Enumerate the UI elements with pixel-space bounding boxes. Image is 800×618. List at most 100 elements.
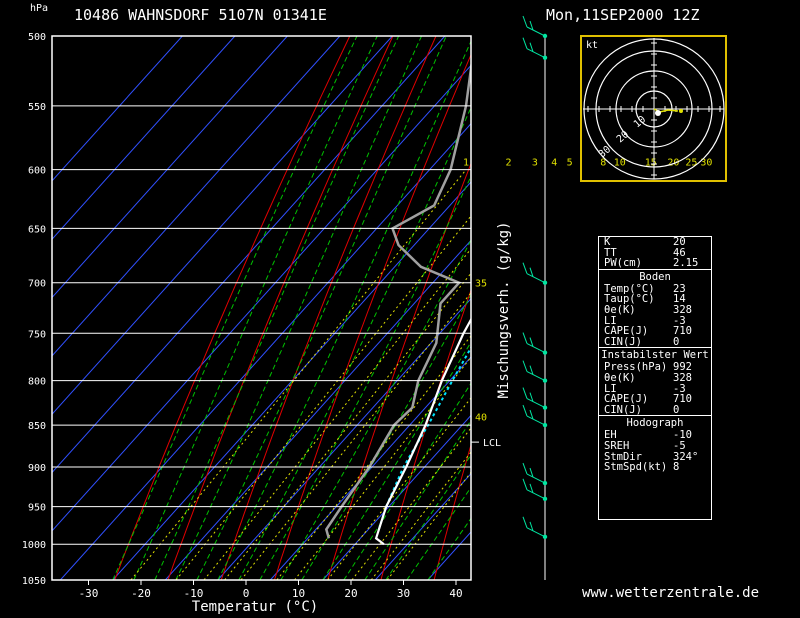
wind-barb-feather	[529, 521, 534, 532]
wind-barb-feather	[522, 462, 528, 475]
wind-barb-feather	[529, 365, 534, 375]
param-row: θe(K) 328	[599, 373, 711, 384]
moist-adiabat-line	[301, 294, 471, 580]
param-value: 20	[673, 236, 686, 248]
param-row: CAPE(J) 710	[599, 326, 711, 337]
isotherm-line	[112, 181, 471, 580]
param-value: 0	[673, 335, 680, 348]
param-row: StmSpd(kt) 8	[599, 462, 711, 473]
moist-adiabat-line	[112, 36, 358, 580]
wind-barb-feather	[522, 332, 528, 344]
param-key: CIN(J)	[604, 335, 642, 348]
param-row: CAPE(J) 710	[599, 394, 711, 405]
mixing-ratio-label: 8	[600, 158, 606, 169]
parameter-table: K 20 TT 46 PW(cm) 2.15 Boden Temp(°C) 23 Taup(°…	[598, 236, 712, 520]
pressure-tick-label: 900	[28, 463, 46, 474]
moist-adiabat-line	[280, 239, 471, 580]
mixing-ratio-line	[240, 292, 471, 580]
pressure-tick-label: 950	[28, 503, 46, 514]
pressure-unit-label: hPa	[30, 3, 49, 14]
wind-barb-feather	[529, 483, 534, 494]
storm-motion-marker	[655, 110, 661, 116]
dry-adiabat-line	[327, 162, 471, 580]
param-value: 992	[673, 361, 692, 374]
param-value: 23	[673, 282, 686, 295]
hodo-title: Hodograph	[599, 415, 711, 430]
param-row: Press(hPa) 992	[599, 362, 711, 373]
isotherm-line	[52, 36, 288, 299]
temp-tick-label: 40	[449, 587, 462, 600]
wind-barb-shaft	[526, 489, 546, 500]
isotherm-line	[269, 356, 471, 580]
isotherm-line	[164, 239, 471, 580]
param-key: Temp(°C)	[604, 282, 655, 295]
temp-tick-label: -10	[184, 587, 204, 600]
isotherm-line	[52, 36, 236, 240]
param-row: LI -3	[599, 315, 711, 327]
wind-barb-feather	[522, 262, 528, 274]
temp-tick-label: -20	[131, 587, 151, 600]
param-key: EH	[604, 429, 617, 442]
boden-title: Boden	[599, 268, 711, 284]
mixing-ratio-label: 4	[551, 158, 557, 169]
mixing-ratio-label: 1	[463, 158, 469, 169]
pressure-tick-label: 650	[28, 224, 46, 235]
param-value: -10	[673, 429, 692, 442]
wind-barb-shaft	[526, 415, 546, 426]
temp-tick-label: 0	[243, 587, 250, 600]
temperature-profile	[374, 317, 471, 546]
wind-barb-shaft	[526, 371, 546, 382]
pressure-tick-label: 1050	[22, 576, 46, 587]
mixing-ratio-line	[351, 427, 471, 580]
param-row: SREH -5	[599, 441, 711, 452]
temp-tick-label: -30	[79, 587, 99, 600]
param-key: Press(hPa)	[604, 361, 668, 374]
moist-adiabat-line	[133, 36, 378, 580]
param-key: CAPE(J)	[604, 393, 649, 406]
footer-url: www.wetterzentrale.de	[582, 585, 760, 601]
wind-barb-shaft	[526, 473, 546, 484]
param-value: 14	[673, 293, 686, 306]
pressure-tick-label: 1000	[22, 540, 46, 551]
dry-adiabat-line	[114, 36, 351, 580]
mixing-ratio-label: 20	[667, 158, 679, 169]
wind-barb-feather	[522, 404, 528, 417]
isotherm-line	[322, 414, 471, 580]
param-key: K	[604, 236, 611, 248]
wind-barb-feather	[529, 392, 534, 402]
dewpoint-profile	[324, 63, 471, 539]
pressure-tick-label: 750	[28, 329, 46, 340]
moist-adiabat-line	[259, 175, 471, 580]
moist-adiabat-line	[385, 454, 471, 580]
hodograph-unit-label: kt	[586, 40, 598, 51]
mixing-ratio-axis-label: Mischungsverh. (g/kg)	[496, 221, 512, 398]
param-row: K 20	[599, 237, 711, 248]
param-key: CIN(J)	[604, 403, 642, 416]
wind-barb-feather	[529, 337, 534, 347]
dry-adiabat-line	[433, 443, 471, 580]
hodograph-ring-label: 20	[615, 129, 631, 145]
isotherm-line	[217, 297, 471, 580]
pressure-tick-label: 500	[28, 32, 46, 43]
param-row: EH -10	[599, 430, 711, 441]
param-row: θe(K) 328	[599, 305, 711, 316]
parcel-profile	[377, 345, 471, 530]
mixing-ratio-line	[130, 169, 467, 580]
pressure-tick-label: 850	[28, 421, 46, 432]
param-value: 0	[673, 403, 680, 416]
param-value: 8	[673, 461, 680, 474]
wind-barb-feather	[522, 37, 528, 49]
wind-barb-feather	[522, 516, 528, 529]
pressure-tick-label: 700	[28, 279, 46, 290]
temp-tick-label: 20	[344, 587, 357, 600]
mixing-ratio-line	[386, 471, 471, 580]
isotherm-line	[52, 64, 471, 532]
mixing-ratio-label: 3	[532, 158, 538, 169]
moist-adiabat-line	[364, 419, 471, 580]
param-value: 328	[673, 303, 692, 316]
param-key: StmSpd(kt)	[604, 461, 668, 474]
station-title: 10486 WAHNSDORF 5107N 01341E	[74, 6, 327, 24]
param-key: PW(cm)	[604, 257, 642, 270]
wind-barb-shaft	[526, 398, 546, 409]
